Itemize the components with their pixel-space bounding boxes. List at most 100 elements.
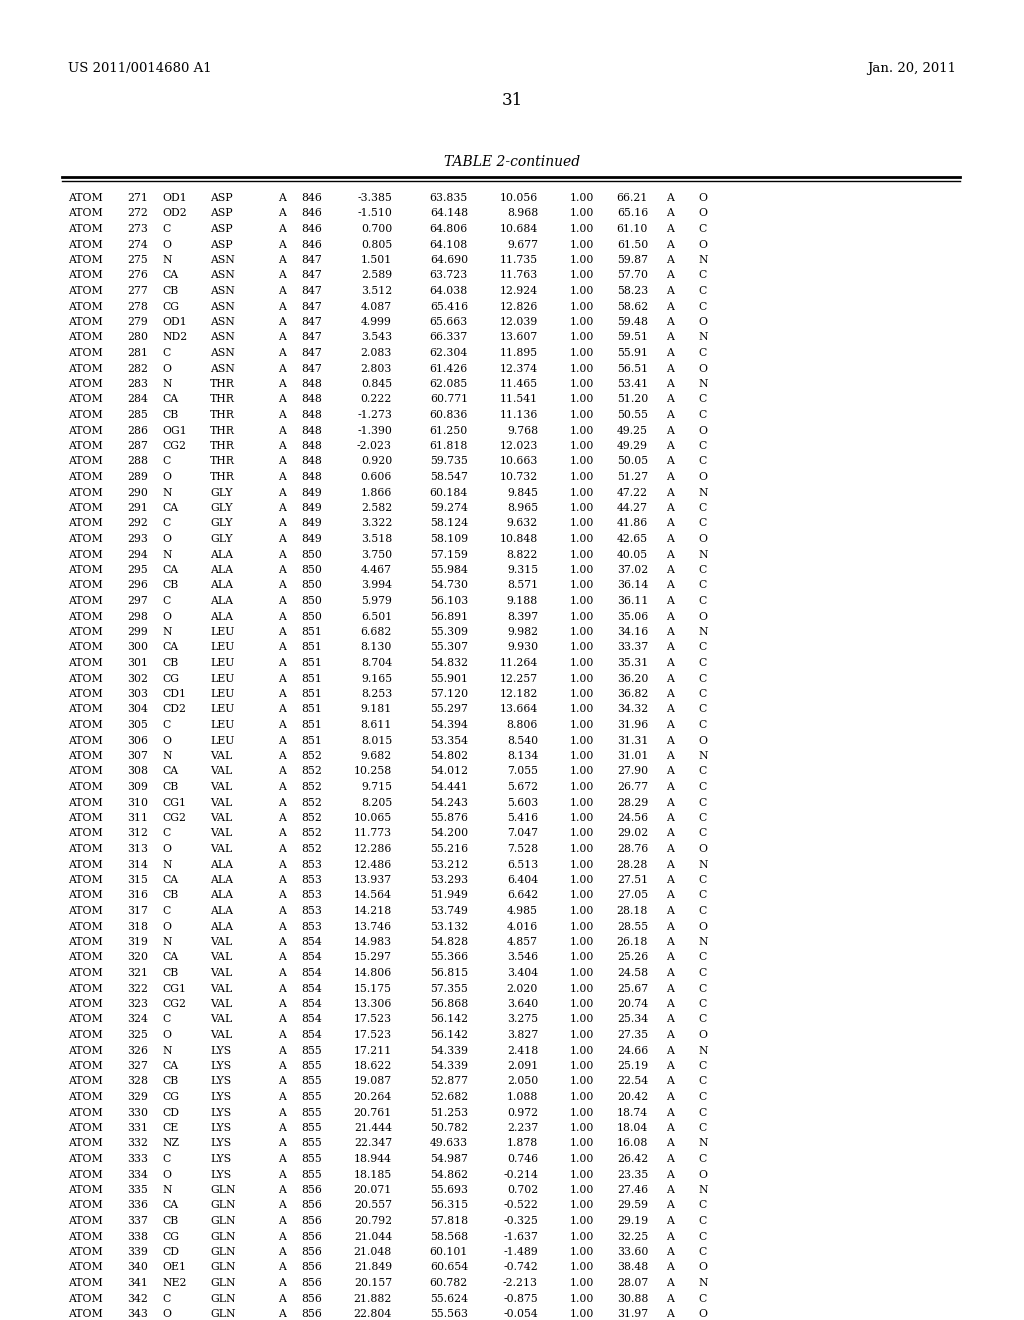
Text: A: A (278, 875, 286, 884)
Text: -1.390: -1.390 (357, 425, 392, 436)
Text: 53.41: 53.41 (616, 379, 648, 389)
Text: 848: 848 (301, 395, 322, 404)
Text: ASN: ASN (210, 333, 234, 342)
Text: O: O (698, 473, 707, 482)
Text: TABLE 2-continued: TABLE 2-continued (444, 154, 580, 169)
Text: A: A (666, 735, 674, 746)
Text: ATOM: ATOM (68, 953, 102, 962)
Text: 1.00: 1.00 (569, 751, 594, 762)
Text: 18.04: 18.04 (616, 1123, 648, 1133)
Text: 855: 855 (301, 1154, 322, 1164)
Text: CB: CB (162, 411, 178, 420)
Text: 12.039: 12.039 (500, 317, 538, 327)
Text: 2.020: 2.020 (507, 983, 538, 994)
Text: 855: 855 (301, 1077, 322, 1086)
Text: 11.895: 11.895 (500, 348, 538, 358)
Text: O: O (698, 1262, 707, 1272)
Text: N: N (162, 487, 171, 498)
Text: 848: 848 (301, 473, 322, 482)
Text: GLN: GLN (210, 1278, 236, 1288)
Text: A: A (278, 317, 286, 327)
Text: GLN: GLN (210, 1309, 236, 1319)
Text: 316: 316 (127, 891, 148, 900)
Text: 55.563: 55.563 (430, 1309, 468, 1319)
Text: A: A (278, 348, 286, 358)
Text: 849: 849 (301, 535, 322, 544)
Text: 1.00: 1.00 (569, 487, 594, 498)
Text: C: C (698, 829, 707, 838)
Text: ATOM: ATOM (68, 781, 102, 792)
Text: C: C (698, 999, 707, 1008)
Text: 10.056: 10.056 (500, 193, 538, 203)
Text: 847: 847 (301, 255, 322, 265)
Text: A: A (666, 705, 674, 714)
Text: 853: 853 (301, 891, 322, 900)
Text: A: A (666, 999, 674, 1008)
Text: 280: 280 (127, 333, 148, 342)
Text: A: A (278, 209, 286, 219)
Text: 11.541: 11.541 (500, 395, 538, 404)
Text: ATOM: ATOM (68, 1092, 102, 1102)
Text: ASN: ASN (210, 348, 234, 358)
Text: A: A (278, 379, 286, 389)
Text: 14.983: 14.983 (354, 937, 392, 946)
Text: CA: CA (162, 643, 178, 652)
Text: 299: 299 (127, 627, 148, 638)
Text: -0.325: -0.325 (503, 1216, 538, 1226)
Text: ATOM: ATOM (68, 473, 102, 482)
Text: VAL: VAL (210, 937, 232, 946)
Text: O: O (698, 611, 707, 622)
Text: 8.134: 8.134 (507, 751, 538, 762)
Text: 10.848: 10.848 (500, 535, 538, 544)
Text: 0.702: 0.702 (507, 1185, 538, 1195)
Text: GLY: GLY (210, 535, 232, 544)
Text: A: A (666, 611, 674, 622)
Text: 847: 847 (301, 317, 322, 327)
Text: 54.200: 54.200 (430, 829, 468, 838)
Text: A: A (666, 673, 674, 684)
Text: 341: 341 (127, 1278, 148, 1288)
Text: 6.404: 6.404 (507, 875, 538, 884)
Text: LYS: LYS (210, 1092, 231, 1102)
Text: A: A (666, 363, 674, 374)
Text: ATOM: ATOM (68, 255, 102, 265)
Text: 61.818: 61.818 (430, 441, 468, 451)
Text: A: A (666, 519, 674, 528)
Text: 13.306: 13.306 (353, 999, 392, 1008)
Text: A: A (666, 843, 674, 854)
Text: 8.397: 8.397 (507, 611, 538, 622)
Text: 1.00: 1.00 (569, 813, 594, 822)
Text: 1.00: 1.00 (569, 597, 594, 606)
Text: 848: 848 (301, 457, 322, 466)
Text: 851: 851 (301, 627, 322, 638)
Text: C: C (698, 767, 707, 776)
Text: 848: 848 (301, 441, 322, 451)
Text: GLY: GLY (210, 503, 232, 513)
Text: 3.275: 3.275 (507, 1015, 538, 1024)
Text: 856: 856 (301, 1232, 322, 1242)
Text: 55.309: 55.309 (430, 627, 468, 638)
Text: 11.136: 11.136 (500, 411, 538, 420)
Text: 2.582: 2.582 (360, 503, 392, 513)
Text: 31.96: 31.96 (616, 719, 648, 730)
Text: 846: 846 (301, 239, 322, 249)
Text: A: A (666, 906, 674, 916)
Text: ATOM: ATOM (68, 829, 102, 838)
Text: C: C (698, 441, 707, 451)
Text: ATOM: ATOM (68, 411, 102, 420)
Text: 8.611: 8.611 (360, 719, 392, 730)
Text: 61.10: 61.10 (616, 224, 648, 234)
Text: 65.663: 65.663 (430, 317, 468, 327)
Text: 8.015: 8.015 (360, 735, 392, 746)
Text: A: A (666, 395, 674, 404)
Text: GLN: GLN (210, 1185, 236, 1195)
Text: 26.18: 26.18 (616, 937, 648, 946)
Text: GLN: GLN (210, 1232, 236, 1242)
Text: 300: 300 (127, 643, 148, 652)
Text: 3.404: 3.404 (507, 968, 538, 978)
Text: 856: 856 (301, 1309, 322, 1319)
Text: -0.214: -0.214 (503, 1170, 538, 1180)
Text: CG2: CG2 (162, 441, 186, 451)
Text: 66.21: 66.21 (616, 193, 648, 203)
Text: LYS: LYS (210, 1123, 231, 1133)
